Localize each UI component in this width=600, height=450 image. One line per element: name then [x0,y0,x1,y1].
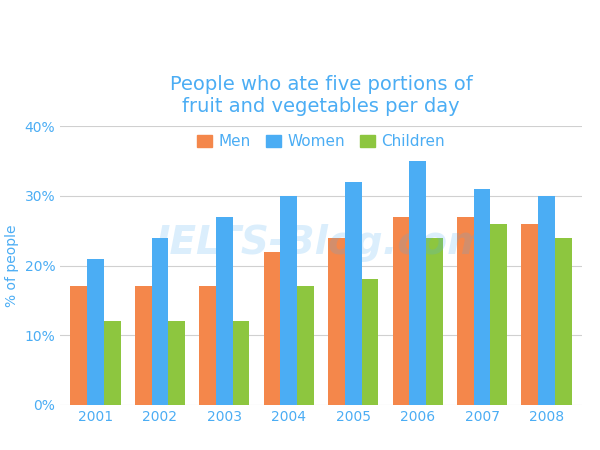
Bar [280,196,297,405]
Bar [490,224,507,405]
Bar [87,258,104,405]
Bar [328,238,345,405]
Bar [216,216,233,405]
Bar [263,252,280,405]
Bar [70,287,87,405]
Bar [392,216,409,405]
Bar [168,321,185,405]
Legend: Men, Women, Children: Men, Women, Children [191,128,451,155]
Bar [135,287,152,405]
Title: People who ate five portions of
fruit and vegetables per day: People who ate five portions of fruit an… [170,75,472,116]
Bar [409,161,426,405]
Text: IELTS-Blog.com: IELTS-Blog.com [155,224,487,262]
Bar [457,216,474,405]
Bar [199,287,216,405]
Bar [152,238,168,405]
Bar [521,224,538,405]
Bar [555,238,572,405]
Y-axis label: % of people: % of people [5,224,19,307]
Bar [297,287,314,405]
Bar [426,238,443,405]
Bar [474,189,490,405]
Bar [345,182,362,405]
Bar [104,321,121,405]
Bar [362,279,379,405]
Bar [538,196,555,405]
Bar [233,321,250,405]
